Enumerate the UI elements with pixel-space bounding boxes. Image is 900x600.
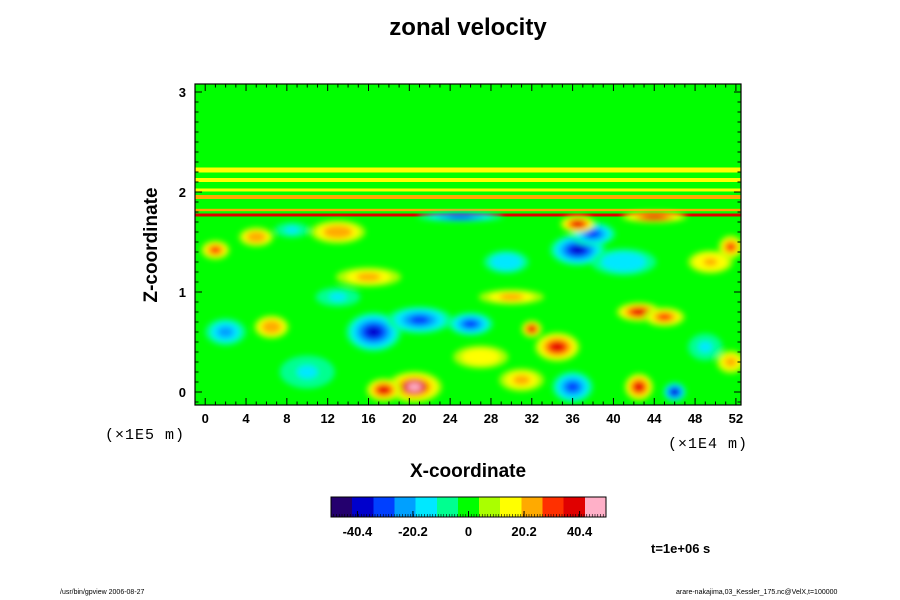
velocity-cell bbox=[551, 342, 564, 352]
velocity-cell bbox=[217, 326, 234, 338]
x-tick-label: 4 bbox=[242, 411, 250, 426]
x-tick-label: 16 bbox=[361, 411, 375, 426]
velocity-cell bbox=[284, 226, 300, 234]
velocity-cell bbox=[657, 313, 672, 321]
colorbar-axis: -40.4 -20.2 0 20.2 40.4 bbox=[330, 511, 607, 539]
x-tick-label: 24 bbox=[443, 411, 458, 426]
velocity-cell bbox=[250, 233, 263, 241]
velocity-cell bbox=[632, 308, 646, 316]
velocity-cell bbox=[611, 256, 636, 268]
x-tick-label: 48 bbox=[688, 411, 702, 426]
velocity-cell bbox=[585, 230, 601, 238]
velocity-cell bbox=[570, 245, 585, 255]
x-unit-label: (×1E4 m) bbox=[668, 436, 749, 453]
velocity-cell bbox=[724, 357, 737, 367]
y-tick-label: 1 bbox=[179, 285, 186, 300]
y-tick-label: 0 bbox=[179, 385, 186, 400]
x-tick-label: 12 bbox=[320, 411, 334, 426]
velocity-band bbox=[195, 167, 741, 173]
velocity-cell bbox=[378, 386, 389, 394]
x-tick-label: 28 bbox=[484, 411, 498, 426]
velocity-cell bbox=[366, 326, 381, 338]
velocity-cell bbox=[448, 214, 473, 220]
footer-command: /usr/bin/gpview 2006-08-27 bbox=[60, 589, 145, 596]
colorbar-tick-label: -20.2 bbox=[398, 524, 428, 539]
x-tick-label: 52 bbox=[729, 411, 743, 426]
velocity-cell bbox=[470, 352, 492, 362]
velocity-cell bbox=[296, 365, 318, 379]
velocity-band bbox=[195, 188, 741, 192]
velocity-cell bbox=[356, 272, 381, 282]
time-label: t=1e+06 s bbox=[651, 541, 711, 556]
chart-title: zonal velocity bbox=[389, 14, 547, 41]
velocity-cell bbox=[497, 257, 516, 267]
x-axis-label: X-coordinate bbox=[410, 461, 526, 482]
velocity-cell bbox=[265, 323, 278, 331]
velocity-cell bbox=[499, 293, 524, 301]
velocity-cell bbox=[407, 382, 422, 392]
plot-frame bbox=[194, 83, 742, 406]
colorbar-tick-label: 40.4 bbox=[567, 524, 593, 539]
velocity-cell bbox=[409, 315, 430, 325]
velocity-cell bbox=[528, 326, 536, 332]
y-tick-label: 2 bbox=[179, 185, 186, 200]
velocity-cell bbox=[726, 243, 736, 251]
velocity-cell bbox=[572, 221, 583, 227]
velocity-band bbox=[195, 195, 741, 199]
x-tick-label: 36 bbox=[565, 411, 579, 426]
velocity-cell bbox=[210, 246, 221, 254]
x-tick-label: 32 bbox=[525, 411, 539, 426]
velocity-cell bbox=[703, 258, 718, 266]
y-axis: 0 1 2 3 bbox=[179, 85, 741, 403]
x-tick-label: 8 bbox=[283, 411, 290, 426]
x-tick-label: 40 bbox=[606, 411, 620, 426]
footer-source: arare-nakajima,03_Kessler_175.nc@VelX,t=… bbox=[676, 589, 838, 596]
z-unit-label: (×1E5 m) bbox=[105, 427, 186, 444]
colorbar-tick-label: 20.2 bbox=[511, 524, 536, 539]
velocity-cell bbox=[329, 228, 347, 236]
colorbar-tick-label: -40.4 bbox=[343, 524, 373, 539]
velocity-cell bbox=[634, 383, 644, 391]
velocity-cell bbox=[329, 292, 347, 302]
colorbar-tick-label: 0 bbox=[465, 524, 472, 539]
x-tick-label: 0 bbox=[202, 411, 209, 426]
velocity-cell bbox=[698, 341, 713, 353]
velocity-cell bbox=[670, 388, 679, 396]
velocity-band bbox=[195, 178, 741, 182]
velocity-cell bbox=[566, 382, 580, 392]
x-tick-label: 44 bbox=[647, 411, 662, 426]
velocity-band bbox=[195, 208, 741, 212]
y-axis-label: Z-coordinate bbox=[141, 187, 162, 302]
x-tick-label: 20 bbox=[402, 411, 416, 426]
heatmap-area bbox=[195, 84, 741, 405]
x-axis: 0 4 8 12 16 20 24 28 32 36 40 44 48 52 bbox=[194, 84, 743, 426]
velocity-cell bbox=[646, 214, 663, 220]
velocity-cell bbox=[463, 320, 478, 328]
velocity-cell bbox=[512, 375, 531, 385]
y-tick-label: 3 bbox=[179, 85, 186, 100]
